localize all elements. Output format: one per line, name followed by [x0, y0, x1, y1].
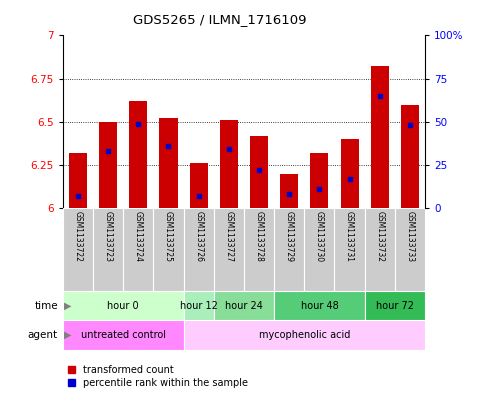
Bar: [159, 118, 178, 208]
Text: GSM1133731: GSM1133731: [345, 211, 354, 262]
Bar: [401, 105, 419, 208]
Bar: [334, 208, 365, 291]
Text: hour 12: hour 12: [180, 301, 217, 310]
Bar: [250, 136, 268, 208]
Text: GSM1133730: GSM1133730: [315, 211, 324, 262]
Bar: [93, 208, 123, 291]
Text: GDS5265 / ILMN_1716109: GDS5265 / ILMN_1716109: [133, 13, 307, 26]
Text: time: time: [34, 301, 58, 310]
Bar: [189, 163, 208, 208]
Text: GSM1133722: GSM1133722: [73, 211, 83, 262]
Text: ▶: ▶: [64, 301, 71, 310]
Bar: [213, 208, 244, 291]
Text: GSM1133725: GSM1133725: [164, 211, 173, 262]
Bar: [184, 208, 213, 291]
Bar: [280, 174, 298, 208]
Bar: [213, 291, 274, 320]
Bar: [154, 208, 184, 291]
Text: GSM1133723: GSM1133723: [103, 211, 113, 262]
Text: mycophenolic acid: mycophenolic acid: [258, 330, 350, 340]
Bar: [63, 291, 184, 320]
Bar: [244, 208, 274, 291]
Bar: [311, 153, 328, 208]
Bar: [365, 291, 425, 320]
Text: hour 0: hour 0: [107, 301, 139, 310]
Text: hour 72: hour 72: [376, 301, 414, 310]
Bar: [341, 139, 358, 208]
Bar: [220, 120, 238, 208]
Text: GSM1133733: GSM1133733: [405, 211, 414, 262]
Text: GSM1133732: GSM1133732: [375, 211, 384, 262]
Text: hour 24: hour 24: [225, 301, 263, 310]
Bar: [365, 208, 395, 291]
Text: ▶: ▶: [64, 330, 71, 340]
Bar: [274, 291, 365, 320]
Text: agent: agent: [28, 330, 58, 340]
Text: GSM1133729: GSM1133729: [284, 211, 294, 262]
Bar: [395, 208, 425, 291]
Text: GSM1133728: GSM1133728: [255, 211, 264, 262]
Text: hour 48: hour 48: [300, 301, 338, 310]
Bar: [304, 208, 334, 291]
Legend: transformed count, percentile rank within the sample: transformed count, percentile rank withi…: [68, 365, 248, 388]
Bar: [69, 153, 87, 208]
Text: untreated control: untreated control: [81, 330, 166, 340]
Bar: [184, 291, 213, 320]
Bar: [99, 122, 117, 208]
Bar: [63, 208, 93, 291]
Bar: [129, 101, 147, 208]
Bar: [274, 208, 304, 291]
Bar: [123, 208, 154, 291]
Bar: [371, 66, 389, 208]
Text: GSM1133724: GSM1133724: [134, 211, 143, 262]
Text: GSM1133727: GSM1133727: [224, 211, 233, 262]
Bar: [184, 320, 425, 350]
Bar: [63, 320, 184, 350]
Text: GSM1133726: GSM1133726: [194, 211, 203, 262]
